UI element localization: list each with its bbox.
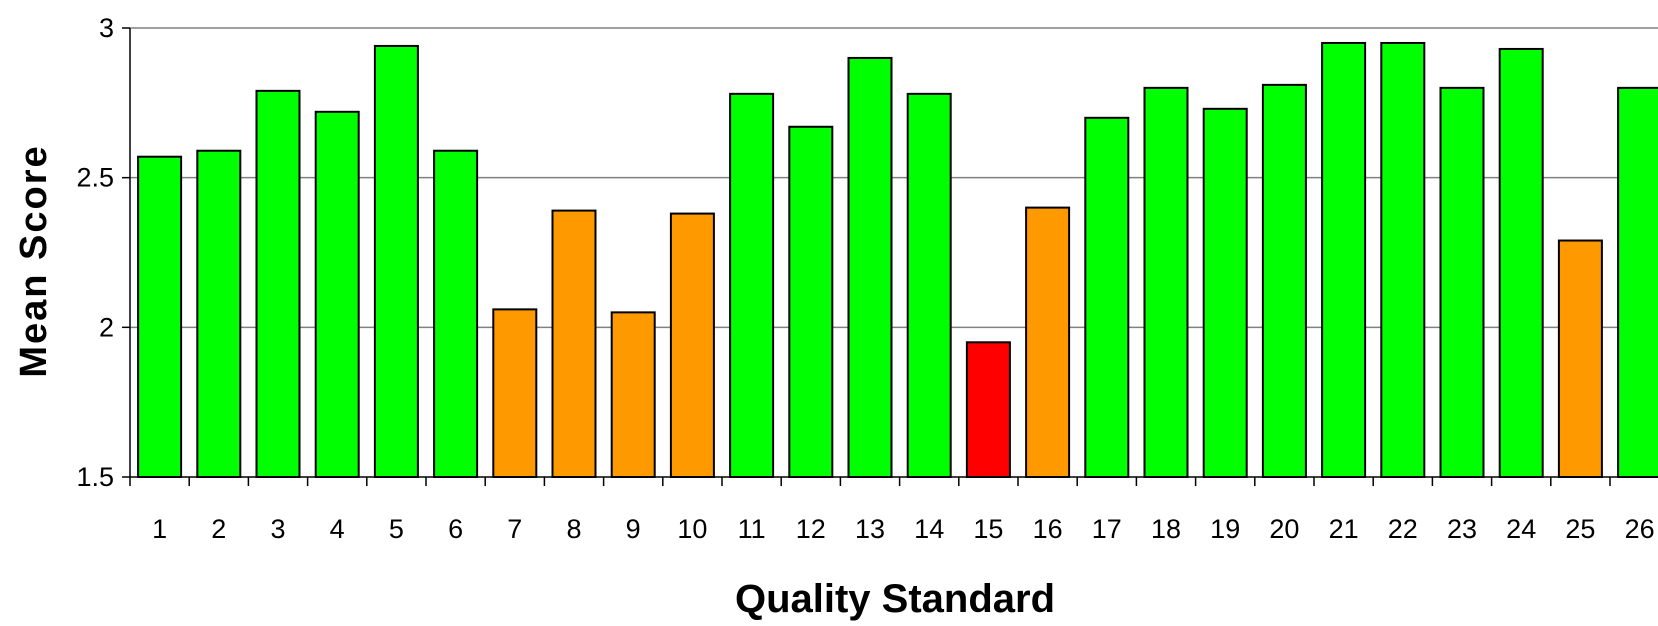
bar-12 [788, 125, 834, 478]
y-tick-label: 2.5 [76, 163, 114, 193]
bar-7 [492, 308, 538, 478]
bar-1 [137, 155, 183, 478]
x-tick-label-10: 10 [677, 514, 707, 544]
y-axis-title: Mean Score [13, 144, 55, 377]
bar-26 [1617, 86, 1658, 478]
x-axis-title: Quality Standard [735, 577, 1055, 621]
x-tick-label-26: 26 [1625, 514, 1655, 544]
x-tick-label-9: 9 [626, 514, 641, 544]
bar-22 [1380, 41, 1426, 478]
bar-19 [1202, 107, 1248, 478]
x-tick-label-14: 14 [914, 514, 944, 544]
x-tick-label-7: 7 [507, 514, 522, 544]
x-tick-labels: 1 2 3 4 5 6 7 8 9 10 11 12 13 14 15 16 17 18 19 20 21 22 23 24 2… [152, 514, 1655, 544]
bar-25 [1557, 239, 1603, 478]
x-tick-label-11: 11 [738, 514, 766, 544]
bar-8 [551, 209, 597, 479]
bar-14 [906, 92, 952, 478]
bar-16 [1025, 206, 1071, 478]
y-tick-labels: 1.5 2 2.5 3 [76, 13, 114, 492]
x-tick-label-2: 2 [211, 514, 226, 544]
bar-9 [610, 311, 656, 478]
y-tick-label: 1.5 [76, 462, 114, 492]
x-tick-label-6: 6 [448, 514, 463, 544]
bar-13 [847, 56, 893, 479]
x-tick-label-23: 23 [1447, 514, 1477, 544]
bar-20 [1261, 83, 1307, 479]
x-tick-label-20: 20 [1269, 514, 1299, 544]
x-tick-label-18: 18 [1151, 514, 1181, 544]
bar-23 [1439, 86, 1485, 478]
bar-11 [729, 92, 775, 478]
x-tick-label-24: 24 [1506, 514, 1536, 544]
bar-6 [433, 149, 479, 479]
x-tick-label-15: 15 [973, 514, 1003, 544]
bar-4 [314, 110, 360, 479]
x-tick-label-16: 16 [1033, 514, 1063, 544]
bar-2 [196, 149, 242, 479]
bar-10 [669, 212, 715, 478]
x-tick-label-22: 22 [1388, 514, 1418, 544]
x-tick-label-19: 19 [1210, 514, 1240, 544]
x-tick-label-1: 1 [152, 514, 167, 544]
bar-21 [1321, 41, 1367, 478]
x-tick-label-25: 25 [1565, 514, 1595, 544]
x-tick-label-5: 5 [389, 514, 404, 544]
bar-24 [1498, 47, 1544, 478]
x-tick-label-8: 8 [566, 514, 581, 544]
y-tick-label: 3 [99, 13, 114, 43]
x-tick-label-17: 17 [1092, 514, 1122, 544]
y-tick-label: 2 [99, 312, 114, 342]
x-tick-label-4: 4 [330, 514, 345, 544]
bar-15 [965, 341, 1011, 478]
x-tick-label-12: 12 [796, 514, 826, 544]
bar-3 [255, 89, 301, 479]
x-tick-label-13: 13 [855, 514, 885, 544]
x-tick-label-3: 3 [270, 514, 285, 544]
bar-5 [373, 44, 419, 479]
bar-18 [1143, 86, 1189, 478]
axes [122, 27, 1658, 486]
x-tick-label-21: 21 [1329, 514, 1359, 544]
bar-17 [1084, 116, 1130, 479]
bars [137, 41, 1658, 479]
